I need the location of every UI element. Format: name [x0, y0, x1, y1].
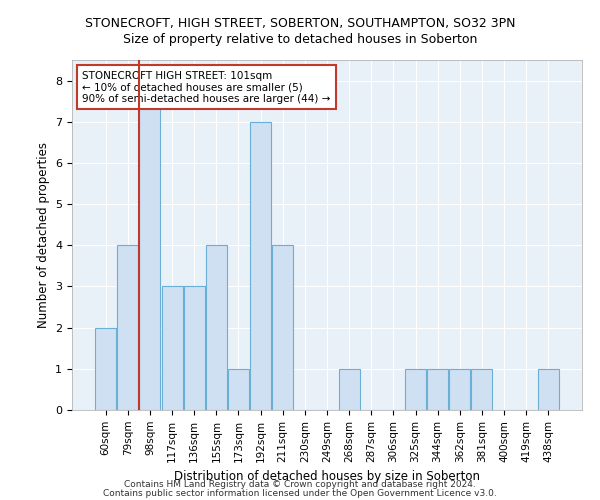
Text: Size of property relative to detached houses in Soberton: Size of property relative to detached ho…	[123, 32, 477, 46]
Text: Contains HM Land Registry data © Crown copyright and database right 2024.: Contains HM Land Registry data © Crown c…	[124, 480, 476, 489]
Text: STONECROFT HIGH STREET: 101sqm
← 10% of detached houses are smaller (5)
90% of s: STONECROFT HIGH STREET: 101sqm ← 10% of …	[82, 70, 331, 104]
Bar	[405, 369, 426, 410]
Bar	[161, 286, 182, 410]
X-axis label: Distribution of detached houses by size in Soberton: Distribution of detached houses by size …	[174, 470, 480, 483]
Bar	[449, 369, 470, 410]
Bar	[118, 246, 139, 410]
Bar	[272, 246, 293, 410]
Text: Contains public sector information licensed under the Open Government Licence v3: Contains public sector information licen…	[103, 488, 497, 498]
Bar	[228, 369, 249, 410]
Bar	[472, 369, 493, 410]
Bar	[95, 328, 116, 410]
Bar	[538, 369, 559, 410]
Bar	[184, 286, 205, 410]
Bar	[427, 369, 448, 410]
Bar	[250, 122, 271, 410]
Bar	[206, 246, 227, 410]
Bar	[338, 369, 359, 410]
Bar	[139, 80, 160, 410]
Y-axis label: Number of detached properties: Number of detached properties	[37, 142, 50, 328]
Text: STONECROFT, HIGH STREET, SOBERTON, SOUTHAMPTON, SO32 3PN: STONECROFT, HIGH STREET, SOBERTON, SOUTH…	[85, 18, 515, 30]
